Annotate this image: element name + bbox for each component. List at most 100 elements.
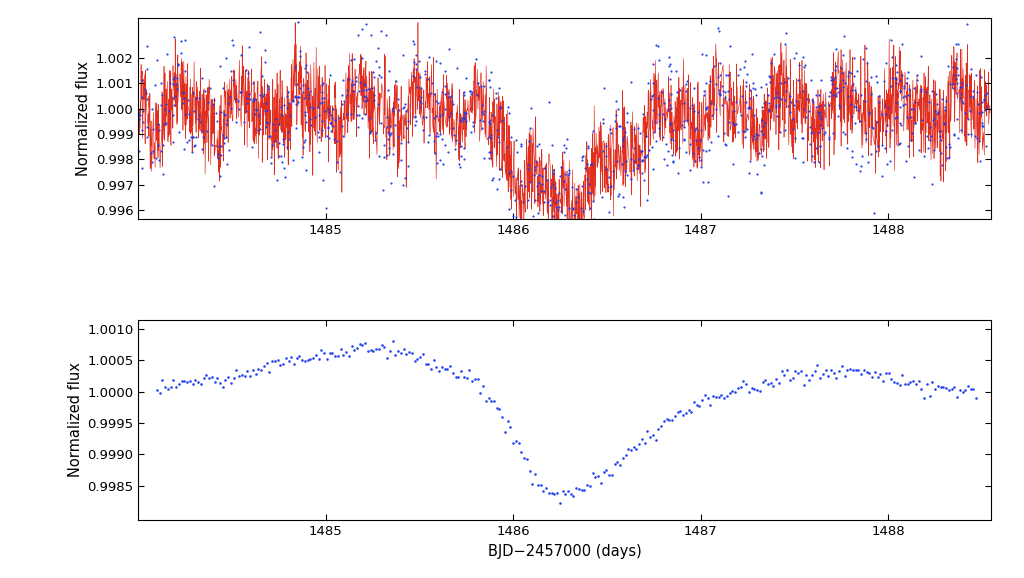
Point bbox=[579, 175, 595, 184]
Point bbox=[258, 358, 274, 368]
Point bbox=[935, 119, 951, 128]
Point bbox=[712, 71, 728, 80]
Point bbox=[250, 364, 266, 373]
Point bbox=[492, 164, 508, 173]
Point bbox=[954, 98, 971, 108]
Point bbox=[238, 65, 254, 74]
Point bbox=[795, 157, 811, 166]
Point bbox=[217, 111, 233, 120]
Point bbox=[139, 122, 156, 131]
Point bbox=[531, 139, 548, 148]
Point bbox=[676, 134, 692, 143]
Point bbox=[453, 142, 469, 151]
Point bbox=[813, 76, 829, 85]
Point bbox=[863, 72, 880, 81]
Point bbox=[644, 142, 660, 151]
Point bbox=[564, 205, 581, 214]
Point bbox=[665, 136, 681, 145]
Point bbox=[560, 203, 577, 212]
Point bbox=[621, 444, 637, 454]
Point bbox=[255, 91, 271, 101]
Point bbox=[922, 123, 938, 132]
Point bbox=[513, 448, 529, 457]
Point bbox=[288, 100, 304, 109]
Point bbox=[218, 160, 234, 169]
Point bbox=[717, 87, 733, 97]
Point bbox=[685, 149, 701, 158]
Point bbox=[174, 88, 190, 98]
Point bbox=[367, 90, 383, 99]
Point bbox=[908, 75, 925, 84]
Point bbox=[907, 118, 924, 128]
Point bbox=[606, 459, 623, 468]
Point bbox=[727, 387, 743, 396]
Point bbox=[966, 384, 982, 394]
Point bbox=[151, 120, 167, 129]
Point bbox=[695, 87, 712, 96]
Point bbox=[739, 103, 756, 113]
Point bbox=[884, 53, 900, 62]
Point bbox=[348, 76, 365, 86]
Point bbox=[147, 153, 164, 162]
Point bbox=[756, 160, 772, 169]
Point bbox=[679, 77, 695, 86]
Point bbox=[846, 54, 862, 63]
Point bbox=[319, 123, 336, 132]
Point bbox=[712, 58, 728, 68]
Point bbox=[408, 121, 424, 130]
Point bbox=[616, 202, 633, 212]
Point bbox=[853, 91, 869, 100]
Point bbox=[522, 123, 539, 132]
Point bbox=[708, 105, 724, 114]
Point bbox=[210, 153, 226, 162]
Point bbox=[447, 135, 464, 144]
Point bbox=[390, 133, 407, 142]
Point bbox=[154, 147, 170, 156]
Point bbox=[910, 376, 927, 386]
Point bbox=[292, 83, 308, 92]
Point bbox=[133, 92, 150, 101]
Point bbox=[480, 117, 497, 126]
Point bbox=[837, 129, 853, 138]
Point bbox=[907, 119, 924, 128]
Point bbox=[323, 110, 339, 120]
Point bbox=[482, 120, 499, 129]
Point bbox=[927, 384, 943, 394]
Point bbox=[499, 143, 515, 152]
Point bbox=[636, 151, 652, 161]
Point bbox=[614, 192, 631, 202]
Point bbox=[728, 98, 744, 107]
Point bbox=[733, 110, 750, 119]
Point bbox=[426, 113, 442, 123]
Point bbox=[579, 160, 595, 169]
Point bbox=[474, 101, 490, 110]
Point bbox=[439, 147, 456, 157]
Point bbox=[749, 134, 765, 143]
Point bbox=[714, 390, 730, 399]
Point bbox=[524, 211, 541, 220]
Point bbox=[598, 466, 614, 475]
Point bbox=[760, 91, 776, 100]
Point bbox=[744, 134, 761, 143]
Point bbox=[610, 189, 627, 198]
Point bbox=[842, 364, 858, 373]
Point bbox=[399, 124, 416, 133]
Point bbox=[528, 181, 545, 191]
Point bbox=[157, 383, 173, 392]
Point bbox=[804, 95, 820, 104]
Point bbox=[737, 98, 754, 107]
Point bbox=[381, 129, 397, 138]
Point bbox=[674, 121, 690, 130]
Point bbox=[413, 93, 429, 102]
Point bbox=[268, 114, 285, 123]
Point bbox=[741, 86, 758, 95]
Point bbox=[550, 206, 566, 215]
Point bbox=[228, 117, 245, 127]
Point bbox=[894, 370, 910, 379]
Point bbox=[287, 93, 303, 102]
Point bbox=[513, 181, 529, 190]
Point bbox=[189, 377, 206, 387]
Point bbox=[525, 171, 542, 180]
Point bbox=[623, 445, 639, 454]
Point bbox=[465, 117, 481, 127]
